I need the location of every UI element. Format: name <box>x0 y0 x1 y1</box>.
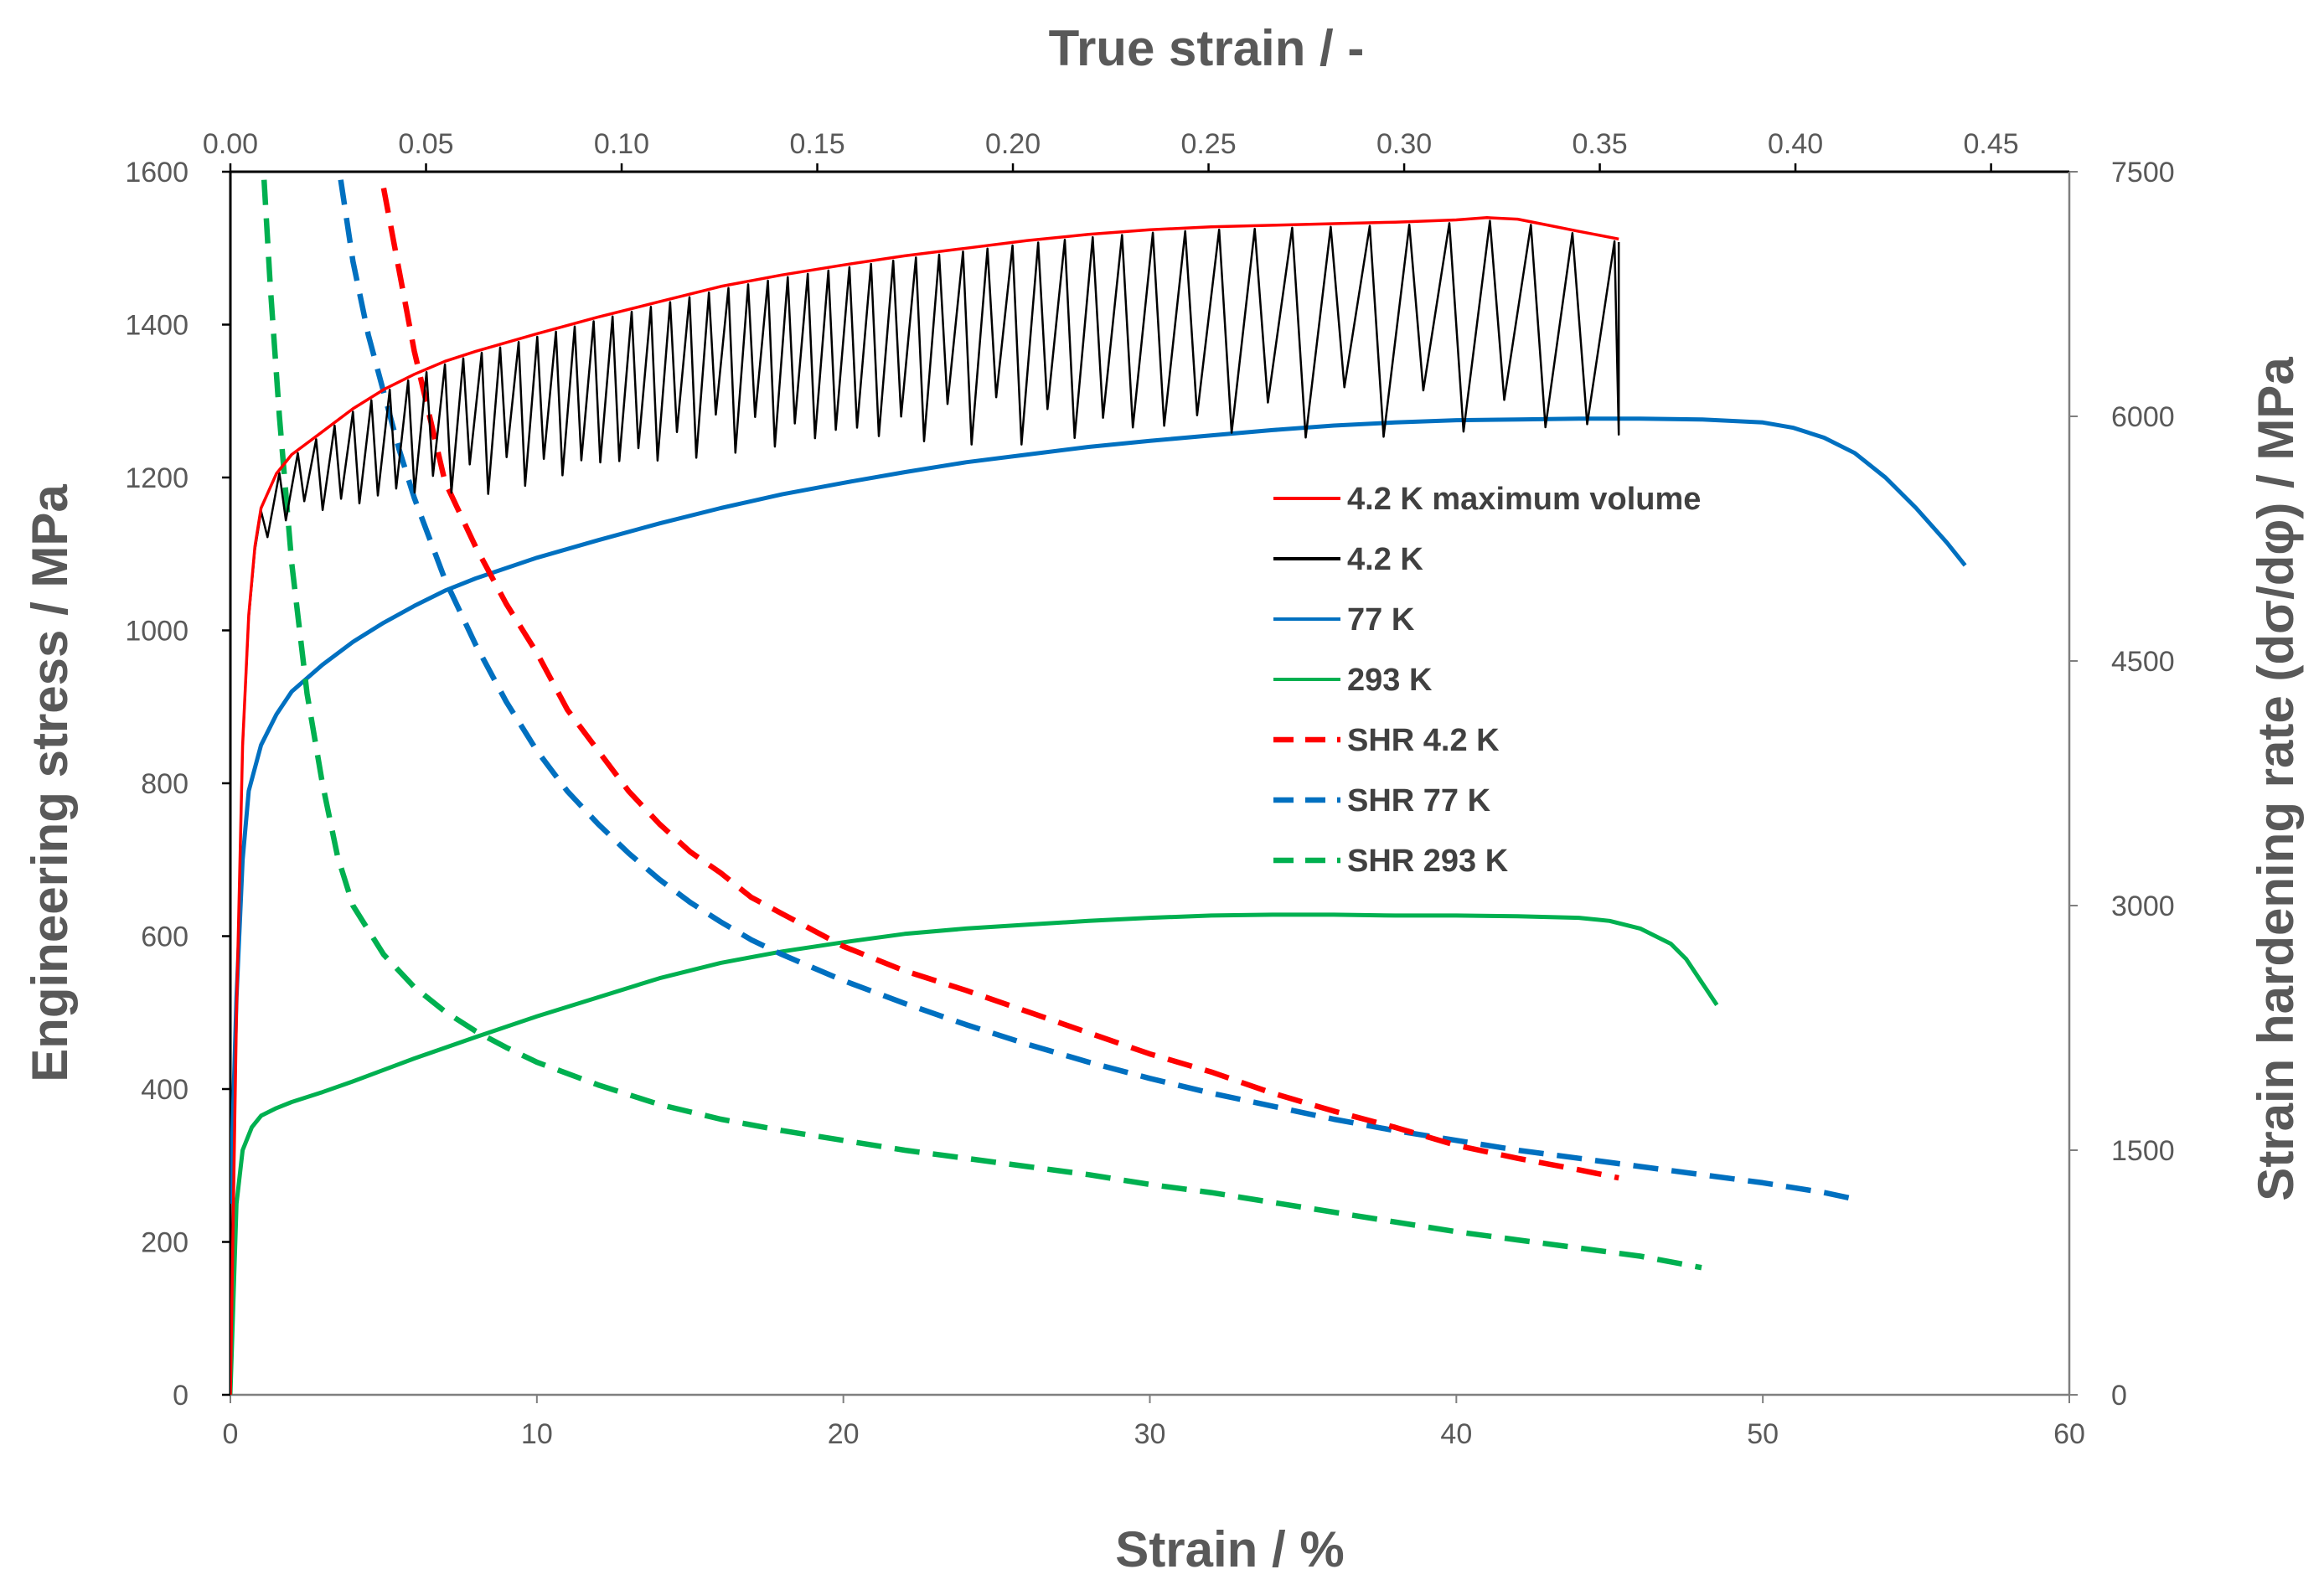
legend-label-4-2-k: 4.2 K <box>1347 542 1423 577</box>
x-tick-label: 60 <box>2053 1418 2085 1450</box>
series-line-4-2-k <box>230 219 1620 1395</box>
x2-tick-label: 0.10 <box>594 128 649 160</box>
y2-axis-title: Strain hardening rate (dσ/dφ) / MPa <box>2248 357 2304 1201</box>
x-tick-label: 20 <box>828 1418 860 1450</box>
y-tick-label: 1600 <box>125 157 189 188</box>
legend-label-77-k: 77 K <box>1347 602 1415 638</box>
y2-tick-label: 3000 <box>2111 891 2175 922</box>
legend-label-4-2-k-maximum-volume: 4.2 K maximum volume <box>1347 482 1701 517</box>
x-tick-label: 0 <box>223 1418 239 1450</box>
y2-tick-label: 6000 <box>2111 401 2175 433</box>
y-tick-label: 800 <box>141 768 189 800</box>
x2-tick-label: 0.35 <box>1572 128 1627 160</box>
x2-tick-label: 0.05 <box>398 128 453 160</box>
y-tick-label: 1000 <box>125 616 189 648</box>
y-tick-label: 1400 <box>125 310 189 342</box>
y2-tick-label: 4500 <box>2111 646 2175 678</box>
x-tick-label: 40 <box>1440 1418 1472 1450</box>
y-axis-title: Engineering stress / MPa <box>22 484 78 1082</box>
x2-tick-label: 0.25 <box>1180 128 1236 160</box>
x2-tick-label: 0.00 <box>203 128 258 160</box>
y-tick-label: 600 <box>141 921 189 953</box>
y-tick-label: 200 <box>141 1227 189 1259</box>
series-line-shr-293-k <box>261 179 1702 1271</box>
y2-tick-label: 7500 <box>2111 157 2175 188</box>
x-tick-label: 10 <box>521 1418 553 1450</box>
x-axis-title: Strain / % <box>1115 1521 1344 1577</box>
y-tick-label: 400 <box>141 1074 189 1106</box>
x-tick-label: 50 <box>1747 1418 1779 1450</box>
series-line-293-k <box>230 912 1719 1395</box>
series-line-shr-4-2-k <box>380 187 1619 1181</box>
y2-tick-label: 0 <box>2111 1380 2127 1412</box>
legend-label-shr-293-k: SHR 293 K <box>1347 844 1509 879</box>
series-line-77-k <box>230 416 1967 1204</box>
y2-tick-label: 1500 <box>2111 1135 2175 1167</box>
series-line-shr-77-k <box>338 179 1856 1202</box>
x2-tick-label: 0.30 <box>1376 128 1432 160</box>
x2-tick-label: 0.20 <box>985 128 1041 160</box>
y-tick-label: 1200 <box>125 462 189 494</box>
legend-label-293-k: 293 K <box>1347 663 1433 698</box>
y-tick-label: 0 <box>173 1380 189 1412</box>
series-line-4-2-k-maximum-volume <box>230 216 1619 1395</box>
legend: 4.2 K maximum volume 4.2 K 77 K 293 K SHR 4.… <box>1273 482 1701 879</box>
legend-label-shr-4-2-k: SHR 4.2 K <box>1347 723 1500 758</box>
x2-tick-label: 0.40 <box>1768 128 1823 160</box>
x2-tick-label: 0.15 <box>789 128 844 160</box>
x-tick-label: 30 <box>1134 1418 1166 1450</box>
x2-axis-title: True strain / - <box>1049 20 1365 76</box>
legend-label-shr-77-k: SHR 77 K <box>1347 783 1491 818</box>
x2-tick-label: 0.45 <box>1964 128 2019 160</box>
